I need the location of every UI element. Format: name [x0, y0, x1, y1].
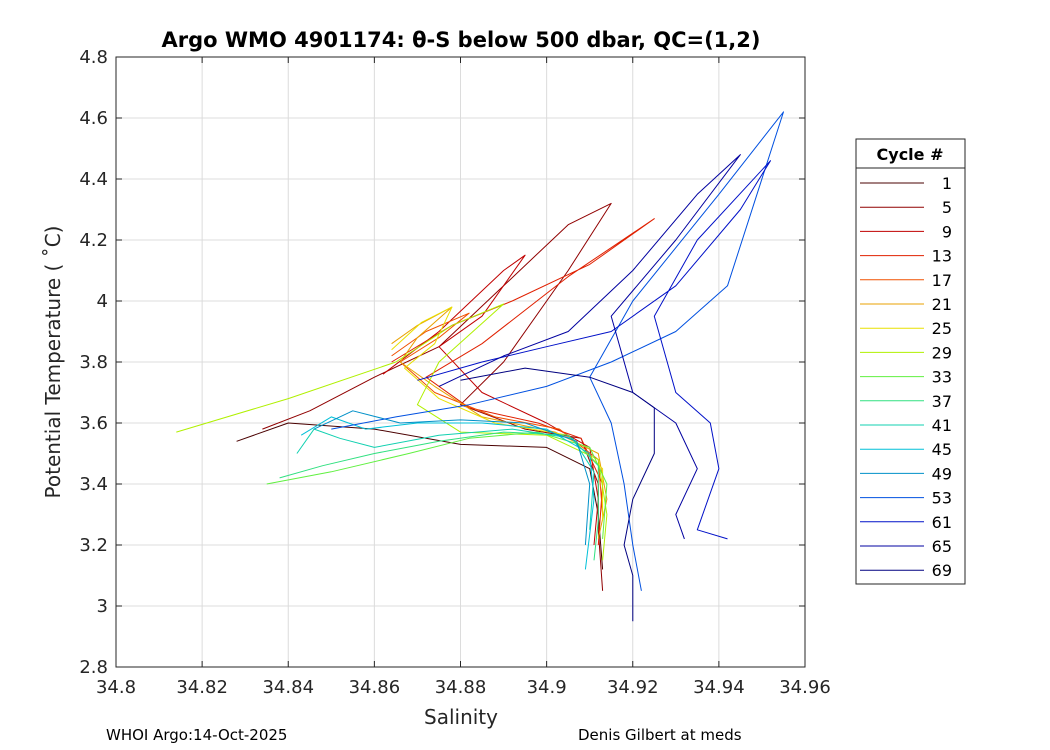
x-tick-label: 34.82: [176, 677, 228, 698]
series-line-cycle-33: [266, 431, 608, 539]
footer-left-credit: WHOI Argo:14-Oct-2025: [106, 726, 288, 744]
series-line-cycle-41: [296, 428, 595, 530]
y-tick-label: 3.2: [79, 535, 108, 556]
series-line-cycle-13: [391, 218, 655, 546]
legend-label-cycle-13: 13: [932, 247, 952, 266]
legend-title: Cycle #: [877, 145, 944, 164]
legend-label-cycle-37: 37: [932, 392, 952, 411]
legend-entries: 1 5 9 13 17 21 25 29 33 37 41 45 49 53 61 65 69: [860, 174, 952, 580]
legend-label-cycle-17: 17: [932, 271, 952, 290]
series-line-cycle-49: [313, 410, 591, 546]
y-tick-label: 3.8: [79, 352, 108, 373]
y-axis-label: Potential Temperature ( ˚C): [41, 226, 65, 499]
y-tick-label: 4.2: [79, 230, 108, 251]
x-tick-label: 34.8: [96, 677, 136, 698]
plot-area: [115, 56, 806, 668]
y-tick-label: 4.6: [79, 108, 108, 129]
x-tick-label: 34.84: [262, 677, 314, 698]
legend-label-cycle-53: 53: [932, 489, 952, 508]
legend-label-cycle-29: 29: [932, 343, 952, 362]
series-line-cycle-53: [331, 111, 784, 591]
legend-box: [855, 138, 966, 585]
series-line-cycle-37: [279, 431, 599, 561]
y-tick-label: 4: [97, 291, 108, 312]
legend-label-cycle-41: 41: [932, 416, 952, 435]
y-tick-label: 3.4: [79, 474, 108, 495]
legend-label-cycle-45: 45: [932, 440, 952, 459]
x-axis-label: Salinity: [424, 705, 498, 729]
legend-label-cycle-5: 5: [942, 198, 952, 217]
footer-right-credit: Denis Gilbert at meds: [578, 726, 742, 744]
y-tick-label: 4.8: [79, 47, 108, 68]
x-tick-label: 34.86: [349, 677, 401, 698]
legend-label-cycle-69: 69: [932, 561, 952, 580]
series-line-cycle-1: [236, 422, 604, 570]
y-tick-labels: 2.8 3 3.2 3.4 3.6 3.8 4 4.2 4.4 4.6 4.8: [79, 47, 108, 678]
legend-label-cycle-21: 21: [932, 295, 952, 314]
series-line-cycle-65: [438, 154, 741, 540]
series-line-cycle-9: [382, 254, 599, 546]
y-tick-label: 2.8: [79, 657, 108, 678]
legend-label-cycle-49: 49: [932, 464, 952, 483]
y-tick-label: 4.4: [79, 169, 108, 190]
series-line-cycle-69: [460, 367, 655, 622]
series-line-cycle-61: [417, 160, 771, 540]
series-line-cycle-45: [300, 416, 595, 570]
series-lines: [176, 111, 784, 622]
x-tick-labels: 34.8 34.82 34.84 34.86 34.88 34.9 34.92 34.94 34…: [96, 677, 831, 698]
y-tick-label: 3.6: [79, 413, 108, 434]
y-tick-label: 3: [97, 596, 108, 617]
x-tick-label: 34.9: [527, 677, 567, 698]
x-tick-label: 34.92: [607, 677, 659, 698]
legend-label-cycle-9: 9: [942, 222, 952, 241]
legend-label-cycle-1: 1: [942, 174, 952, 193]
legend: Cycle # 1 5 9 13 17 21 25 29 33 37 41 45 49 53 61 65 69: [855, 138, 966, 585]
tick-marks: [115, 56, 806, 668]
x-tick-label: 34.94: [693, 677, 745, 698]
x-tick-label: 34.88: [435, 677, 487, 698]
chart-title: Argo WMO 4901174: θ-S below 500 dbar, QC…: [162, 28, 761, 52]
legend-label-cycle-61: 61: [932, 513, 952, 532]
legend-label-cycle-33: 33: [932, 368, 952, 387]
legend-label-cycle-25: 25: [932, 319, 952, 338]
x-tick-label: 34.96: [779, 677, 831, 698]
legend-label-cycle-65: 65: [932, 537, 952, 556]
